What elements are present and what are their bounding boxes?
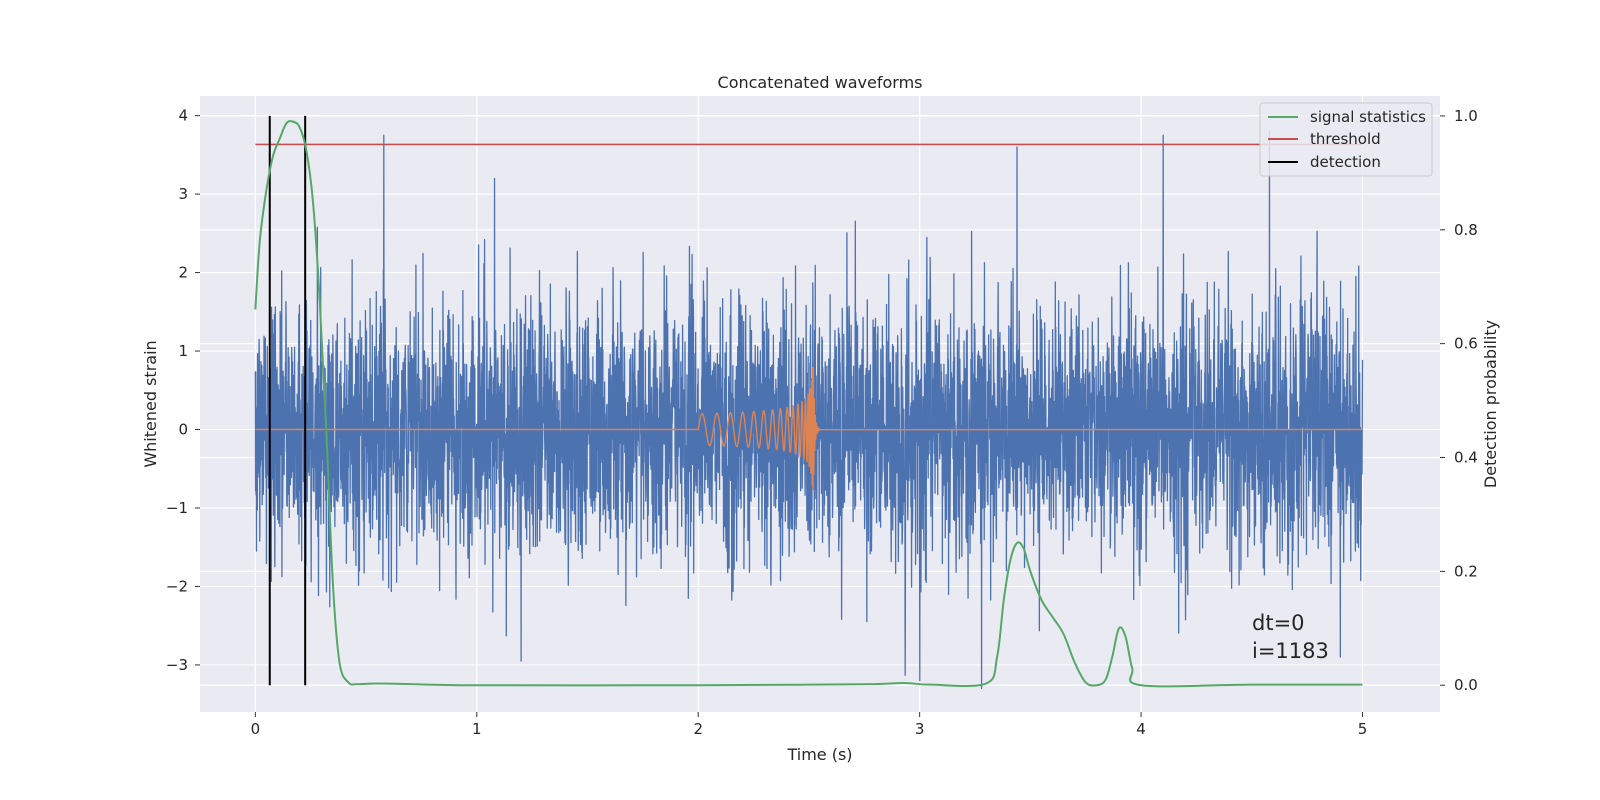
injection-line (255, 366, 1363, 491)
annotation-dt: dt=0 (1252, 611, 1305, 635)
y2-axis-label: Detection probability (1481, 320, 1500, 488)
chart-title: Concatenated waveforms (718, 73, 923, 92)
y2-tick-label: 1.0 (1454, 107, 1478, 125)
x-tick-label: 5 (1358, 720, 1368, 738)
y-tick-label: 3 (178, 185, 188, 203)
x-tick-label: 1 (472, 720, 482, 738)
y2-tick-label: 0.0 (1454, 676, 1478, 694)
x-tick-label: 4 (1136, 720, 1146, 738)
y-tick-label: −3 (166, 656, 188, 674)
y2-tick-label: 0.8 (1454, 221, 1478, 239)
x-tick-label: 3 (915, 720, 925, 738)
x-tick-label: 2 (693, 720, 703, 738)
annotation: dt=0 i=1183 (1252, 611, 1329, 663)
y2-tick-label: 0.6 (1454, 335, 1478, 353)
y-axis-label: Whitened strain (141, 340, 160, 467)
signal-statistics-line (254, 120, 1363, 688)
y-tick-label: 4 (178, 107, 188, 125)
x-tick-label: 0 (251, 720, 261, 738)
y-tick-label: −2 (166, 577, 188, 595)
x-axis-label: Time (s) (786, 745, 852, 764)
legend-label-signal-statistics: signal statistics (1310, 108, 1426, 126)
y2-tick-label: 0.2 (1454, 562, 1478, 580)
y2-tick-label: 0.4 (1454, 449, 1478, 467)
annotation-i: i=1183 (1252, 639, 1329, 663)
legend-box (1259, 102, 1433, 177)
y-tick-label: 2 (178, 264, 188, 282)
injection-series (255, 366, 1363, 491)
legend-label-threshold: threshold (1310, 130, 1381, 148)
legend-label-detection: detection (1310, 153, 1381, 171)
y-tick-label: −1 (166, 499, 188, 517)
y-tick-label: 0 (178, 421, 188, 439)
y-tick-label: 1 (178, 342, 188, 360)
tick-labels: 0 1 2 3 4 5 −3 −2 −1 0 1 2 3 4 0.0 0.2 0.4 0.6 0.8 1.0 (166, 107, 1478, 738)
right-axis-series (254, 115, 1363, 688)
legend: signal statistics threshold detection (1259, 102, 1433, 177)
